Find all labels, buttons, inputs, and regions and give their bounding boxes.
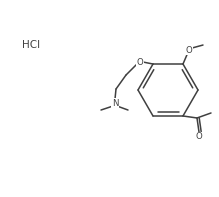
Text: O: O <box>137 58 143 67</box>
Text: HCl: HCl <box>22 40 40 50</box>
Text: O: O <box>186 46 192 55</box>
Text: N: N <box>112 98 118 108</box>
Text: O: O <box>196 132 202 141</box>
